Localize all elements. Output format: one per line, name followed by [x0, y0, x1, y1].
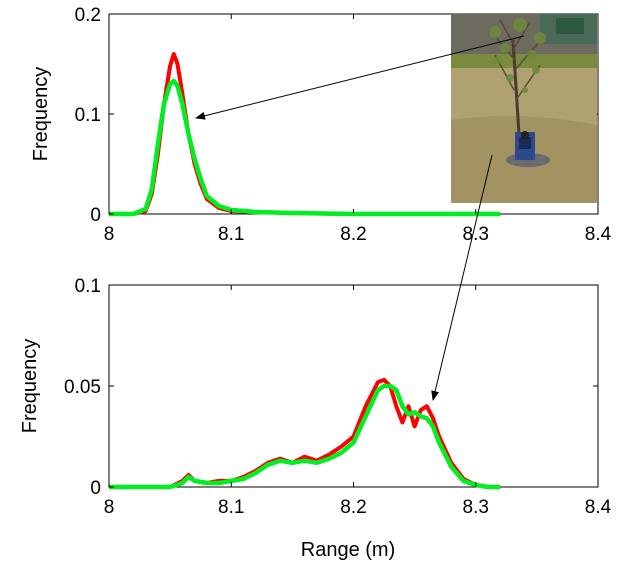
- top-x-tick-label: 8.3: [463, 224, 489, 245]
- bottom-x-tick-label: 8.1: [218, 497, 244, 518]
- top-x-tick-label: 8.1: [218, 224, 244, 245]
- bottom-x-tick-label: 8: [104, 497, 115, 518]
- top-x-tick-label: 8: [104, 224, 115, 245]
- top-plot-ylabel: Frequency: [30, 67, 52, 162]
- bottom-x-tick-label: 8.2: [340, 497, 366, 518]
- top-y-tick-label: 0: [90, 205, 101, 226]
- top-series-green: [109, 78, 501, 217]
- bottom-plot-ylabel: Frequency: [19, 339, 41, 434]
- top-y-tick-label: 0.2: [75, 5, 101, 26]
- top-plot-ticks: 8 8.1 8.2 8.3 8.4 0 0.1 0.2: [75, 5, 612, 245]
- bottom-plot-frame: [108, 284, 599, 488]
- x-axis-label: Range (m): [301, 539, 395, 561]
- top-y-tick-label: 0.1: [75, 105, 101, 126]
- top-x-tick-label: 8.4: [585, 224, 612, 245]
- annotation-arrow-top: [195, 35, 525, 120]
- annotation-arrow-bottom: [431, 154, 493, 401]
- bottom-x-tick-label: 8.3: [463, 497, 489, 518]
- bottom-x-tick-label: 8.4: [585, 497, 612, 518]
- bottom-plot: 8 8.1 8.2 8.3 8.4 0 0.05 0.1 Frequency: [19, 276, 612, 518]
- bottom-series-green: [109, 383, 501, 490]
- bottom-y-tick-label: 0.05: [64, 377, 101, 398]
- tree-photo: [451, 14, 597, 203]
- bottom-plot-ticks: 8 8.1 8.2 8.3 8.4 0 0.05 0.1: [64, 276, 612, 518]
- bottom-plot-marks: [109, 377, 501, 490]
- top-x-tick-label: 8.2: [340, 224, 366, 245]
- bottom-y-tick-label: 0: [90, 478, 101, 499]
- bottom-y-tick-label: 0.1: [75, 276, 101, 297]
- top-plot-marks: [109, 52, 501, 217]
